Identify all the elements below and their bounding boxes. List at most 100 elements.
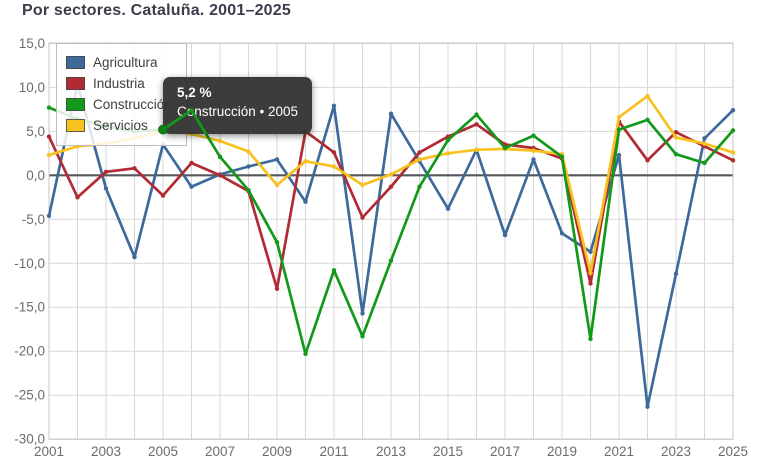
x-axis-label: 2017 bbox=[490, 444, 520, 459]
series-point-construccion[interactable] bbox=[702, 160, 707, 166]
series-point-servicios[interactable] bbox=[331, 164, 337, 169]
series-point-servicios[interactable] bbox=[360, 182, 365, 188]
legend-label: Industria bbox=[93, 76, 145, 91]
series-point-agricultura[interactable] bbox=[673, 271, 679, 277]
series-point-servicios[interactable] bbox=[246, 149, 251, 154]
series-point-industria[interactable] bbox=[103, 169, 109, 174]
series-point-construccion[interactable] bbox=[588, 336, 593, 342]
x-axis-label: 2005 bbox=[148, 444, 178, 459]
series-point-construccion[interactable] bbox=[360, 334, 365, 339]
series-point-servicios[interactable] bbox=[531, 148, 536, 153]
legend-item-construccion[interactable]: Construcción bbox=[66, 97, 172, 112]
series-point-industria[interactable] bbox=[132, 166, 137, 171]
series-point-industria[interactable] bbox=[160, 193, 166, 198]
series-point-agricultura[interactable] bbox=[702, 136, 707, 141]
series-point-agricultura[interactable] bbox=[588, 249, 593, 255]
series-point-construccion[interactable] bbox=[502, 145, 508, 151]
series-point-servicios[interactable] bbox=[645, 93, 650, 99]
series-point-agricultura[interactable] bbox=[616, 152, 622, 158]
series-point-servicios[interactable] bbox=[673, 135, 679, 140]
series-point-agricultura[interactable] bbox=[189, 184, 194, 189]
series-point-agricultura[interactable] bbox=[360, 311, 365, 316]
series-point-agricultura[interactable] bbox=[132, 254, 137, 260]
series-point-industria[interactable] bbox=[274, 286, 280, 291]
series-point-construccion[interactable] bbox=[303, 351, 308, 357]
series-point-servicios[interactable] bbox=[616, 115, 622, 120]
series-point-construccion[interactable] bbox=[531, 133, 536, 138]
series-point-agricultura[interactable] bbox=[502, 232, 508, 238]
series-point-construccion[interactable] bbox=[559, 154, 565, 160]
series-point-servicios[interactable] bbox=[588, 270, 593, 276]
series-point-servicios[interactable] bbox=[274, 182, 280, 188]
legend-item-agricultura[interactable]: Agricultura bbox=[66, 55, 172, 70]
x-axis-label: 2003 bbox=[91, 444, 121, 459]
series-point-construccion[interactable] bbox=[46, 105, 52, 110]
series-point-agricultura[interactable] bbox=[645, 404, 650, 409]
series-point-servicios[interactable] bbox=[730, 150, 736, 155]
series-point-industria[interactable] bbox=[730, 158, 736, 163]
series-point-agricultura[interactable] bbox=[274, 157, 280, 162]
y-axis-label: 10,0 bbox=[19, 80, 45, 95]
series-point-servicios[interactable] bbox=[303, 159, 308, 164]
series-point-servicios[interactable] bbox=[445, 151, 451, 156]
series-point-industria[interactable] bbox=[388, 184, 394, 189]
series-point-servicios[interactable] bbox=[217, 138, 223, 144]
series-point-servicios[interactable] bbox=[46, 152, 52, 158]
series-point-agricultura[interactable] bbox=[531, 157, 536, 162]
y-axis-label: 5,0 bbox=[26, 124, 45, 139]
series-point-servicios[interactable] bbox=[417, 157, 422, 162]
series-point-industria[interactable] bbox=[417, 150, 422, 155]
series-point-agricultura[interactable] bbox=[46, 213, 52, 218]
series-point-construccion[interactable] bbox=[417, 184, 422, 189]
series-point-construccion[interactable] bbox=[645, 117, 650, 123]
series-point-agricultura[interactable] bbox=[331, 103, 337, 109]
y-axis-label: -10,0 bbox=[14, 256, 45, 271]
y-axis-label: -30,0 bbox=[14, 432, 45, 447]
series-point-construccion[interactable] bbox=[246, 188, 251, 193]
series-point-agricultura[interactable] bbox=[559, 231, 565, 236]
series-point-construccion[interactable] bbox=[388, 258, 394, 263]
series-point-construccion[interactable] bbox=[274, 239, 280, 245]
legend-item-industria[interactable]: Industria bbox=[66, 76, 172, 91]
series-point-construccion[interactable] bbox=[331, 268, 337, 273]
y-axis-label: -15,0 bbox=[14, 300, 45, 315]
y-axis-label: 15,0 bbox=[19, 36, 45, 51]
series-point-construccion[interactable] bbox=[673, 151, 679, 157]
series-point-industria[interactable] bbox=[46, 134, 52, 139]
series-point-servicios[interactable] bbox=[702, 141, 707, 146]
series-point-agricultura[interactable] bbox=[730, 108, 736, 113]
series-point-construccion[interactable] bbox=[445, 137, 451, 143]
series-point-industria[interactable] bbox=[217, 173, 223, 178]
series-point-agricultura[interactable] bbox=[103, 186, 109, 191]
series-point-agricultura[interactable] bbox=[246, 164, 251, 169]
series-point-industria[interactable] bbox=[588, 281, 593, 286]
series-point-industria[interactable] bbox=[360, 215, 365, 220]
series-point-construccion[interactable] bbox=[730, 128, 736, 133]
series-point-industria[interactable] bbox=[75, 195, 80, 200]
series-point-industria[interactable] bbox=[331, 150, 337, 155]
x-axis-label: 2023 bbox=[661, 444, 691, 459]
series-point-agricultura[interactable] bbox=[303, 199, 308, 204]
legend-swatch-agricultura bbox=[66, 56, 85, 69]
series-point-construccion[interactable] bbox=[616, 127, 622, 132]
series-point-industria[interactable] bbox=[645, 158, 650, 163]
x-axis-label: 2001 bbox=[34, 444, 64, 459]
legend-swatch-industria bbox=[66, 77, 85, 90]
series-point-servicios[interactable] bbox=[388, 172, 394, 177]
legend-swatch-servicios bbox=[66, 119, 85, 132]
series-point-industria[interactable] bbox=[474, 122, 479, 127]
series-point-industria[interactable] bbox=[673, 129, 679, 135]
x-axis-label: 2007 bbox=[205, 444, 235, 459]
series-point-agricultura[interactable] bbox=[388, 111, 394, 116]
legend-label: Agricultura bbox=[93, 55, 158, 70]
series-point-agricultura[interactable] bbox=[445, 206, 451, 211]
tooltip-value: 5,2 % bbox=[177, 85, 212, 100]
y-axis-label: -5,0 bbox=[22, 212, 45, 227]
legend-item-servicios[interactable]: Servicios bbox=[66, 118, 172, 133]
series-point-construccion[interactable] bbox=[474, 112, 479, 117]
series-point-construccion[interactable] bbox=[217, 154, 223, 160]
x-axis-label: 2009 bbox=[262, 444, 292, 459]
series-point-industria[interactable] bbox=[189, 160, 194, 166]
series-point-servicios[interactable] bbox=[474, 147, 479, 152]
